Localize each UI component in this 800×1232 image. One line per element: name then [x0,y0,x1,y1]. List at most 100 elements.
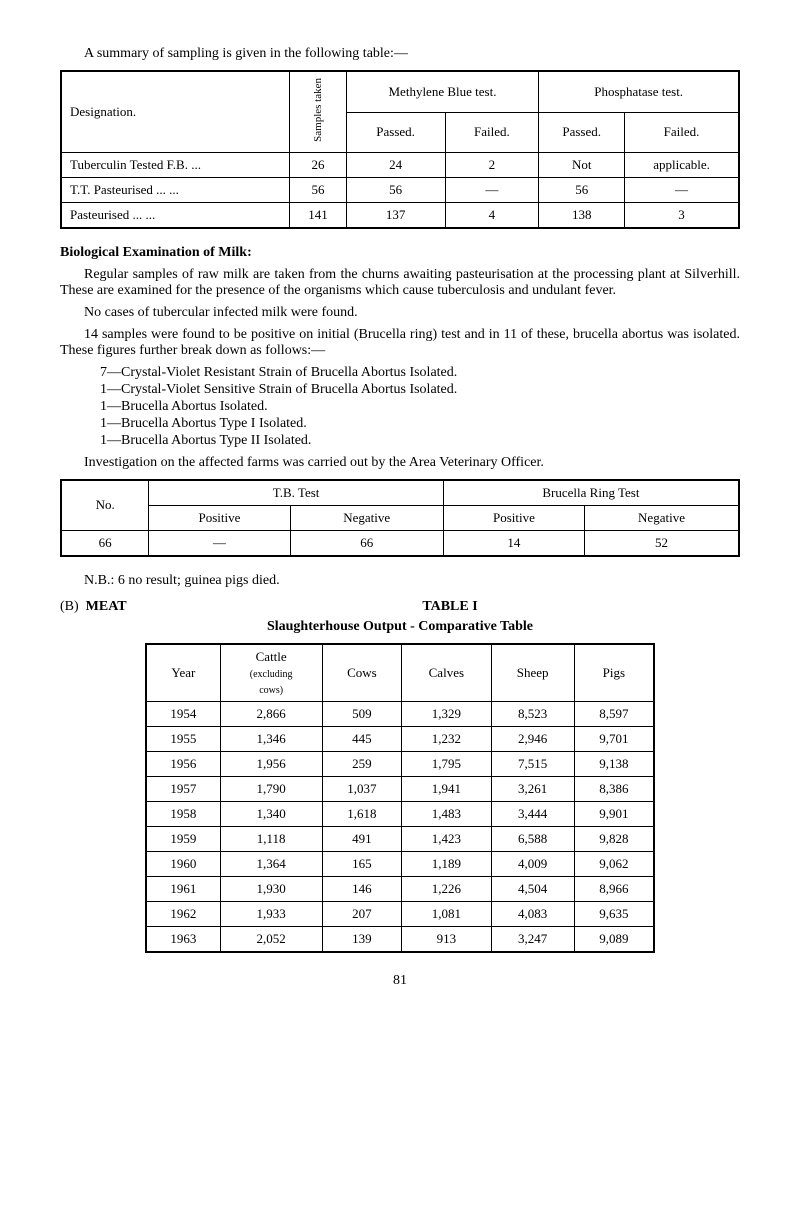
table-cell: 1,483 [402,801,491,826]
table-cell: 24 [346,152,445,177]
col-tb-neg: Negative [290,505,443,530]
table-cell: 1,189 [402,851,491,876]
table-cell: 1,340 [220,801,322,826]
table-cell: 1958 [146,801,220,826]
slaughter-title: Slaughterhouse Output - Comparative Tabl… [60,619,740,635]
table-cell: 1963 [146,926,220,952]
table-cell: 1955 [146,726,220,751]
col-tb: T.B. Test [149,480,443,506]
table-cell: 491 [322,826,402,851]
table-cell: 1959 [146,826,220,851]
table-cell: 1,933 [220,901,322,926]
list-item: 1—Brucella Abortus Type II Isolated. [100,433,740,449]
table-cell: 1,941 [402,776,491,801]
table-cell: 1957 [146,776,220,801]
table-header: Cows [322,644,402,702]
table-header: Sheep [491,644,574,702]
table-cell: 9,635 [574,901,654,926]
table-cell: 146 [322,876,402,901]
table-cell: 2,052 [220,926,322,952]
col-samples: Samples taken [290,71,346,152]
table-row: T.T. Pasteurised ... ...5656—56— [61,177,739,202]
table-cell: 165 [322,851,402,876]
table-cell: 9,828 [574,826,654,851]
list-item: 1—Brucella Abortus Isolated. [100,399,740,415]
table-cell: 1,037 [322,776,402,801]
slaughterhouse-table: YearCattle(excludingcows)CowsCalvesSheep… [145,643,655,953]
col-br-pos: Positive [443,505,584,530]
table-row: 19621,9332071,0814,0839,635 [146,901,654,926]
table-cell: 9,701 [574,726,654,751]
table-row: 19632,0521399133,2479,089 [146,926,654,952]
table-row: Tuberculin Tested F.B. ...26242Notapplic… [61,152,739,177]
table-cell: 56 [539,177,625,202]
table-row: Pasteurised ... ...14113741383 [61,202,739,228]
table-cell: 1,364 [220,851,322,876]
cell-tbp: — [149,530,290,556]
bio-p4: Investigation on the affected farms was … [60,455,740,471]
list-item: 1—Brucella Abortus Type I Isolated. [100,416,740,432]
col-brucella: Brucella Ring Test [443,480,739,506]
table-row: 19551,3464451,2322,9469,701 [146,726,654,751]
table-cell: 509 [322,701,402,726]
table-row: 19591,1184911,4236,5889,828 [146,826,654,851]
table-cell: 6,588 [491,826,574,851]
table-cell: 1,226 [402,876,491,901]
table-cell: 1954 [146,701,220,726]
table-cell: 3,261 [491,776,574,801]
table-header: Pigs [574,644,654,702]
table-cell: Tuberculin Tested F.B. ... [61,152,290,177]
page-number: 81 [60,973,740,989]
intro-text: A summary of sampling is given in the fo… [60,46,740,62]
col-no: No. [61,480,149,531]
col-tb-pos: Positive [149,505,290,530]
cell-no: 66 [61,530,149,556]
table-cell: 8,966 [574,876,654,901]
table-cell: 4,083 [491,901,574,926]
table-cell: 1,232 [402,726,491,751]
table-cell: 2,866 [220,701,322,726]
table-row: 19611,9301461,2264,5048,966 [146,876,654,901]
table-cell: 7,515 [491,751,574,776]
bio-p1: Regular samples of raw milk are taken fr… [60,267,740,299]
cell-tbn: 66 [290,530,443,556]
table-cell: 9,089 [574,926,654,952]
summary-table: Designation. Samples taken Methylene Blu… [60,70,740,229]
table-cell: 1,930 [220,876,322,901]
col-meth-passed: Passed. [346,112,445,152]
col-phos-passed: Passed. [539,112,625,152]
table-cell: 1,618 [322,801,402,826]
table-cell: 1960 [146,851,220,876]
table-cell: 1,346 [220,726,322,751]
table-cell: 9,901 [574,801,654,826]
table-cell: 137 [346,202,445,228]
list-item: 7—Crystal-Violet Resistant Strain of Bru… [100,365,740,381]
table-cell: 1,795 [402,751,491,776]
table-row: 19542,8665091,3298,5238,597 [146,701,654,726]
table-cell: — [445,177,539,202]
table-cell: 1962 [146,901,220,926]
table-cell: 1,329 [402,701,491,726]
table-cell: Not [539,152,625,177]
table-cell: 8,386 [574,776,654,801]
table-header: Year [146,644,220,702]
table-cell: 3 [625,202,739,228]
table-cell: 56 [290,177,346,202]
test-results-table: No. T.B. Test Brucella Ring Test Positiv… [60,479,740,557]
table-cell: 2,946 [491,726,574,751]
table-cell: 8,597 [574,701,654,726]
cell-brn: 52 [585,530,739,556]
col-phos-failed: Failed. [625,112,739,152]
table-cell: 1,423 [402,826,491,851]
table-cell: 56 [346,177,445,202]
nb-text: N.B.: 6 no result; guinea pigs died. [60,573,740,589]
bio-p3: 14 samples were found to be positive on … [60,327,740,359]
table-row: 19581,3401,6181,4833,4449,901 [146,801,654,826]
table-cell: 9,062 [574,851,654,876]
table-cell: 3,247 [491,926,574,952]
table-cell: 1,081 [402,901,491,926]
table-cell: 26 [290,152,346,177]
table-cell: 1,118 [220,826,322,851]
table-cell: 138 [539,202,625,228]
table-cell: 2 [445,152,539,177]
